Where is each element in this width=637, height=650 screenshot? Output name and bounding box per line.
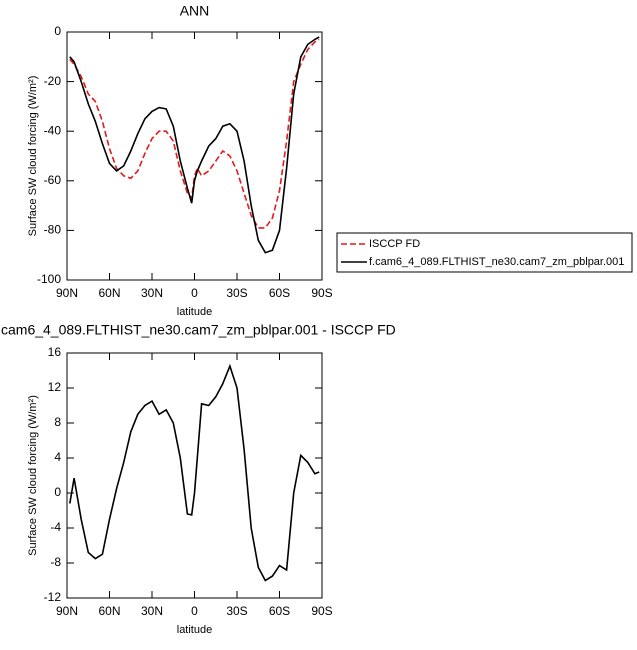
- y-tick-label: 12: [48, 380, 62, 394]
- y-axis-label: Surface SW cloud forcing (W/m²): [27, 76, 39, 237]
- legend-box: [336, 232, 633, 273]
- x-tick-label: 90N: [56, 604, 78, 618]
- x-tick-label: 60N: [98, 286, 120, 300]
- x-tick-label: 60S: [269, 286, 290, 300]
- plot-frame: [66, 352, 323, 599]
- x-tick-label: 0: [191, 286, 198, 300]
- x-axis-label: latitude: [177, 306, 212, 318]
- series-line: [69, 36, 320, 254]
- y-axis-label: Surface SW cloud forcing (W/m²): [27, 395, 39, 556]
- x-tick-label: 90S: [311, 604, 332, 618]
- x-tick-label: 90N: [56, 286, 78, 300]
- x-tick-label: 30S: [226, 604, 247, 618]
- plot-frame: [66, 31, 323, 281]
- y-tick-label: -60: [44, 173, 62, 187]
- y-tick-label: 0: [54, 485, 61, 499]
- x-tick-label: 60S: [269, 604, 290, 618]
- chart-title: ANN: [180, 3, 210, 19]
- y-tick-label: -80: [44, 223, 62, 237]
- y-tick-label: -4: [50, 520, 61, 534]
- chart-title: f.cam6_4_089.FLTHIST_ne30.cam7_zm_pblpar…: [0, 322, 396, 338]
- y-tick-label: -20: [44, 74, 62, 88]
- legend-label: ISCCP FD: [369, 238, 420, 250]
- y-tick-label: 4: [54, 450, 61, 464]
- x-tick-label: 30N: [141, 286, 163, 300]
- y-tick-label: 8: [54, 415, 61, 429]
- x-axis-label: latitude: [177, 624, 212, 636]
- x-tick-label: 30S: [226, 286, 247, 300]
- series-line: [69, 38, 320, 229]
- legend-label: f.cam6_4_089.FLTHIST_ne30.cam7_zm_pblpar…: [369, 256, 624, 268]
- x-tick-label: 60N: [98, 604, 120, 618]
- y-tick-label: -100: [37, 272, 61, 286]
- x-tick-label: 30N: [141, 604, 163, 618]
- y-tick-label: -8: [50, 555, 61, 569]
- y-tick-label: 16: [48, 345, 62, 359]
- series-line: [69, 363, 320, 582]
- y-tick-label: 0: [54, 24, 61, 38]
- x-tick-label: 90S: [311, 286, 332, 300]
- y-tick-label: -40: [44, 123, 62, 137]
- y-tick-label: -12: [44, 590, 62, 604]
- x-tick-label: 0: [191, 604, 198, 618]
